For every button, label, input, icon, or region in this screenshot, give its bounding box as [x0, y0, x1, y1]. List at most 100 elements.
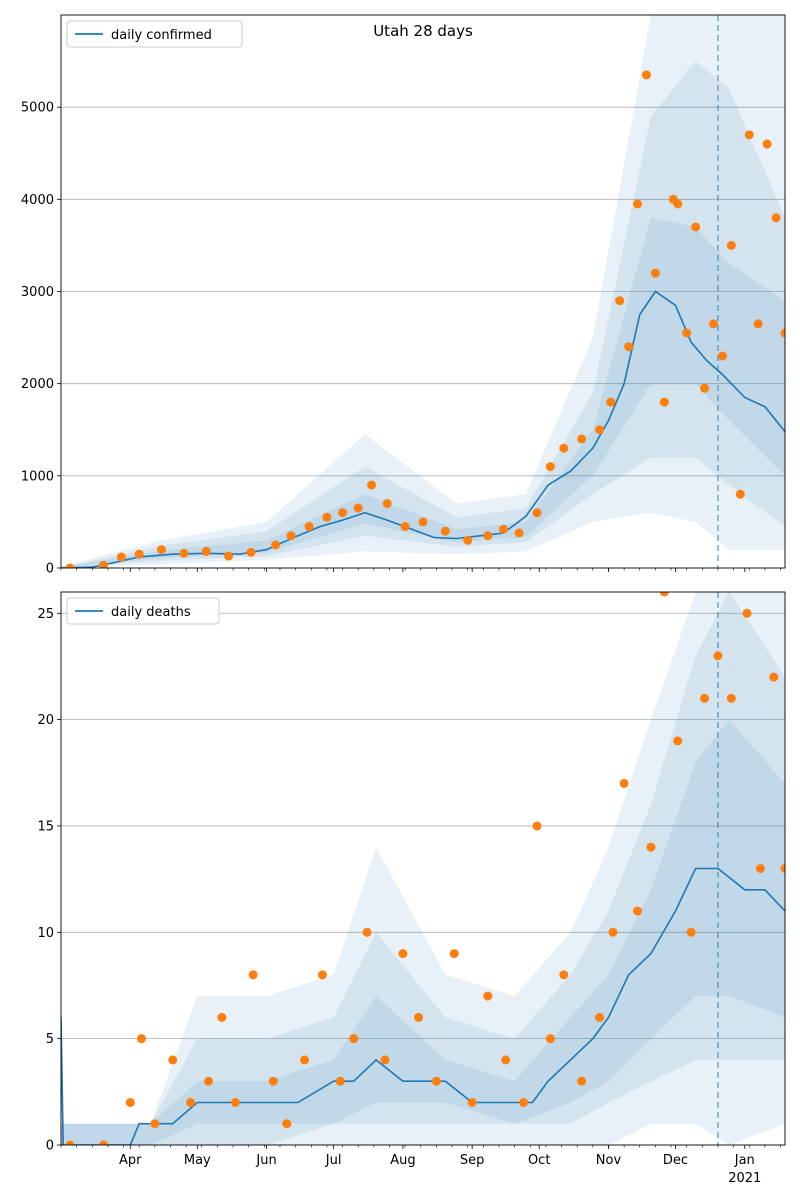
data-point — [559, 970, 569, 980]
data-point — [134, 549, 144, 559]
data-point — [217, 1012, 227, 1022]
data-point — [418, 517, 428, 527]
data-point — [150, 1119, 160, 1129]
data-point — [726, 240, 736, 250]
y-tick-label: 5 — [46, 1032, 54, 1047]
data-point — [98, 560, 108, 568]
legend-box — [66, 597, 220, 625]
y-tick-label: 15 — [37, 819, 54, 834]
data-point — [595, 1012, 605, 1022]
chart-title: Utah 28 days — [373, 22, 473, 40]
confirmed-chart: 0 1000 2000 3000 4000 5000 Utah 28 days daily c… — [21, 14, 786, 577]
y-tick-label: 1000 — [21, 469, 54, 484]
data-point — [691, 222, 701, 232]
band-inner — [61, 719, 785, 1145]
band-mid — [61, 61, 785, 568]
data-point — [682, 328, 692, 338]
data-point — [532, 508, 542, 518]
data-point — [304, 522, 314, 532]
data-point — [136, 1034, 146, 1044]
data-point — [322, 512, 332, 522]
data-point — [606, 397, 616, 407]
data-point — [201, 546, 211, 556]
y-tick-label: 0 — [46, 1139, 54, 1154]
x-tick-label: Dec — [663, 1153, 688, 1168]
data-point — [735, 489, 745, 499]
deaths-chart: 0 5 10 15 20 25 Apr May Jun Jul Aug Sep Oct Nov Dec Jan… — [37, 591, 786, 1186]
x-tick-label: Apr — [119, 1153, 142, 1168]
data-point — [742, 608, 752, 618]
data-point — [686, 927, 696, 937]
x-tick-label: May — [184, 1153, 211, 1168]
band-mid — [61, 592, 785, 1145]
data-point — [641, 70, 651, 80]
x-tick-label: Jul — [325, 1153, 342, 1168]
data-point — [224, 551, 234, 561]
data-point — [624, 342, 634, 352]
data-point — [755, 864, 765, 873]
data-point — [577, 1076, 587, 1086]
data-point — [633, 199, 643, 209]
data-point — [168, 1055, 178, 1065]
data-point — [268, 1076, 278, 1086]
data-point — [483, 531, 493, 541]
y-tick-label: 20 — [37, 713, 54, 728]
x-tick-label: Oct — [528, 1153, 550, 1168]
data-point — [753, 319, 763, 329]
data-point — [398, 949, 408, 959]
data-point — [203, 1076, 213, 1086]
data-point — [646, 842, 656, 852]
data-point — [382, 498, 392, 508]
data-point — [317, 970, 327, 980]
data-point — [726, 693, 736, 703]
plot-area — [61, 15, 785, 568]
data-point — [545, 1034, 555, 1044]
data-point — [619, 778, 629, 788]
y-tick-label: 4000 — [21, 193, 54, 208]
data-point — [633, 906, 643, 916]
data-point — [615, 296, 625, 306]
x-tick-label: Jun — [255, 1153, 276, 1168]
data-point — [700, 693, 710, 703]
x-tick-label: Sep — [460, 1153, 485, 1168]
data-point — [483, 991, 493, 1001]
data-point — [559, 443, 569, 453]
data-point — [338, 508, 348, 518]
data-point — [116, 552, 126, 562]
plot-area — [61, 592, 785, 1145]
data-point — [271, 540, 281, 550]
data-point — [353, 503, 363, 513]
data-point — [282, 1119, 292, 1129]
band-inner — [61, 217, 785, 568]
data-point — [186, 1097, 196, 1107]
data-point — [659, 592, 669, 597]
data-point — [440, 526, 450, 536]
data-point — [780, 864, 785, 873]
data-point — [463, 535, 473, 545]
y-tick-label: 5000 — [21, 101, 54, 116]
y-tick-label: 10 — [37, 926, 54, 941]
y-tick-label: 25 — [37, 607, 54, 622]
data-point — [577, 434, 587, 444]
data-point — [98, 1140, 108, 1145]
data-point — [700, 383, 710, 393]
data-point — [532, 821, 542, 831]
data-point — [659, 397, 669, 407]
data-point — [673, 199, 683, 209]
data-point — [673, 736, 683, 746]
data-point — [771, 213, 781, 223]
x-tick-label: Jan — [734, 1153, 755, 1168]
data-point — [400, 522, 410, 532]
data-point — [514, 528, 524, 538]
data-point — [179, 548, 189, 558]
y-tick-label: 0 — [46, 562, 54, 577]
x-tick-label: Aug — [390, 1153, 415, 1168]
data-point — [595, 425, 605, 435]
data-point — [713, 651, 723, 661]
x-tick-label: Nov — [596, 1153, 622, 1168]
data-point — [230, 1097, 240, 1107]
y-tick-label: 3000 — [21, 285, 54, 300]
data-point — [762, 139, 772, 149]
data-point — [362, 927, 372, 937]
